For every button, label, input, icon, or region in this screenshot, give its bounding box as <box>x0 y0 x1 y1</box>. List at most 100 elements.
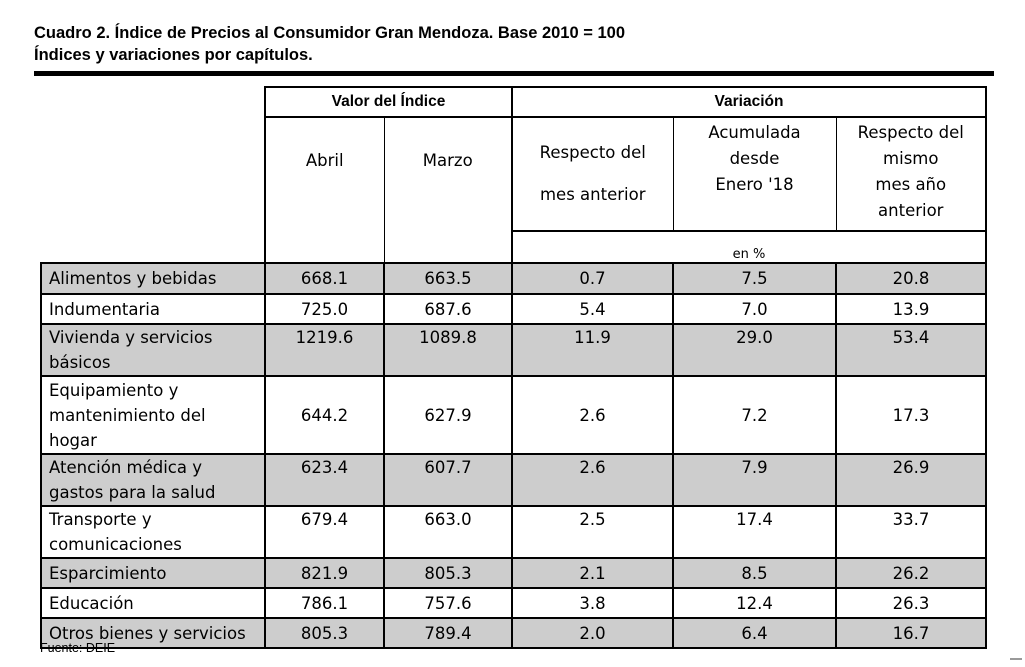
cell-marzo: 663.5 <box>383 262 512 295</box>
cell-mes: 2.6 <box>511 376 673 455</box>
cell-mes: 2.0 <box>511 618 673 649</box>
title-rule <box>34 71 994 76</box>
row-label-line: Equipamiento y <box>49 380 179 400</box>
cell-anual: 16.7 <box>835 618 987 649</box>
header-variation-group: Variación <box>511 86 987 118</box>
table-row: Atención médica y gastos para la salud 6… <box>40 454 987 507</box>
table-row: Transporte y comunicaciones 679.4 663.0 … <box>40 506 987 559</box>
header-anual-line-3: mes año <box>875 175 947 194</box>
cell-anual: 26.3 <box>835 588 987 619</box>
cell-marzo: 805.3 <box>383 558 512 589</box>
row-label-line: Indumentaria <box>49 299 160 319</box>
row-label: Otros bienes y servicios <box>40 618 265 649</box>
row-label-line: Otros bienes y servicios <box>49 623 246 643</box>
header-mes-line-2: mes anterior <box>539 185 646 204</box>
cell-mes: 2.1 <box>511 558 673 589</box>
header-blank <box>41 87 265 263</box>
table-row: Alimentos y bebidas 668.1 663.5 0.7 7.5 … <box>40 262 987 295</box>
cell-abril: 644.2 <box>264 376 384 455</box>
cell-mes: 3.8 <box>511 588 673 619</box>
cell-marzo: 687.6 <box>383 294 512 325</box>
edge-mark <box>1010 658 1022 660</box>
title-line-2: Índices y variaciones por capítulos. <box>34 46 313 64</box>
header-anual: Respecto del mismo mes año anterior <box>835 117 987 232</box>
row-label-line: comunicaciones <box>49 535 182 554</box>
cell-acum: 7.5 <box>672 262 836 295</box>
row-label-line: gastos para la salud <box>49 483 216 502</box>
cell-marzo: 663.0 <box>383 506 512 559</box>
cell-abril: 786.1 <box>264 588 384 619</box>
header-mes-line-1: Respecto del <box>539 143 646 162</box>
row-label-line: hogar <box>49 430 97 450</box>
header-anual-line-2: mismo <box>883 149 939 168</box>
row-label-line: Esparcimiento <box>49 563 167 583</box>
row-label: Esparcimiento <box>40 558 265 589</box>
header-acum-line-3: Enero '18 <box>715 175 794 194</box>
cell-marzo: 607.7 <box>383 454 512 507</box>
cell-mes: 2.6 <box>511 454 673 507</box>
cell-mes: 11.9 <box>511 324 673 377</box>
cell-marzo: 1089.8 <box>383 324 512 377</box>
cell-anual: 26.2 <box>835 558 987 589</box>
source-note: Fuente: DEIE <box>40 641 116 655</box>
cell-anual: 17.3 <box>835 376 987 455</box>
cell-abril: 623.4 <box>264 454 384 507</box>
cell-anual: 33.7 <box>835 506 987 559</box>
row-label: Equipamiento y mantenimiento del hogar <box>40 376 265 455</box>
cell-marzo: 789.4 <box>383 618 512 649</box>
header-marzo: Marzo <box>383 117 512 263</box>
title-line-1: Cuadro 2. Índice de Precios al Consumido… <box>34 24 625 42</box>
cell-abril: 668.1 <box>264 262 384 295</box>
row-label-line: básicos <box>49 353 111 372</box>
header-mes-anterior: Respecto del mes anterior <box>511 117 673 232</box>
cell-marzo: 627.9 <box>383 376 512 455</box>
row-label-line: Transporte y <box>49 510 152 529</box>
header-index-group: Valor del Índice <box>264 86 512 118</box>
cell-abril: 821.9 <box>264 558 384 589</box>
cell-mes: 0.7 <box>511 262 673 295</box>
header-acum-line-2: desde <box>729 149 780 168</box>
unit-label: en % <box>511 231 987 263</box>
cell-mes: 5.4 <box>511 294 673 325</box>
cell-abril: 1219.6 <box>264 324 384 377</box>
table-row: Otros bienes y servicios 805.3 789.4 2.0… <box>40 618 987 649</box>
cell-mes: 2.5 <box>511 506 673 559</box>
row-label: Atención médica y gastos para la salud <box>40 454 265 507</box>
header-abril: Abril <box>264 117 384 263</box>
cell-acum: 12.4 <box>672 588 836 619</box>
row-label: Vivienda y servicios básicos <box>40 324 265 377</box>
cell-anual: 20.8 <box>835 262 987 295</box>
row-label-line: mantenimiento del <box>49 405 206 425</box>
cell-abril: 725.0 <box>264 294 384 325</box>
cell-abril: 679.4 <box>264 506 384 559</box>
header-acumulada: Acumulada desde Enero '18 <box>672 117 836 232</box>
row-label-line: Vivienda y servicios <box>49 328 213 347</box>
cell-acum: 8.5 <box>672 558 836 589</box>
cell-anual: 26.9 <box>835 454 987 507</box>
row-label: Alimentos y bebidas <box>40 262 265 295</box>
cpi-table: Valor del Índice Variación Abril Marzo R… <box>40 86 987 649</box>
header-acum-line-1: Acumulada <box>708 123 801 142</box>
table-row: Indumentaria 725.0 687.6 5.4 7.0 13.9 <box>40 294 987 325</box>
cell-acum: 7.2 <box>672 376 836 455</box>
cell-acum: 29.0 <box>672 324 836 377</box>
row-label-line: Atención médica y <box>49 458 203 477</box>
cell-abril: 805.3 <box>264 618 384 649</box>
cell-acum: 7.0 <box>672 294 836 325</box>
row-label-line: Educación <box>49 593 134 613</box>
row-label: Educación <box>40 588 265 619</box>
cell-anual: 53.4 <box>835 324 987 377</box>
table-row: Equipamiento y mantenimiento del hogar 6… <box>40 376 987 455</box>
table-row: Educación 786.1 757.6 3.8 12.4 26.3 <box>40 588 987 619</box>
cell-acum: 7.9 <box>672 454 836 507</box>
row-label-line: Alimentos y bebidas <box>49 269 217 288</box>
table-row: Esparcimiento 821.9 805.3 2.1 8.5 26.2 <box>40 558 987 589</box>
header-anual-line-4: anterior <box>878 201 944 220</box>
cell-acum: 17.4 <box>672 506 836 559</box>
row-label: Transporte y comunicaciones <box>40 506 265 559</box>
table-title: Cuadro 2. Índice de Precios al Consumido… <box>34 22 625 66</box>
cell-acum: 6.4 <box>672 618 836 649</box>
cell-anual: 13.9 <box>835 294 987 325</box>
cell-marzo: 757.6 <box>383 588 512 619</box>
header-anual-line-1: Respecto del <box>857 123 964 142</box>
